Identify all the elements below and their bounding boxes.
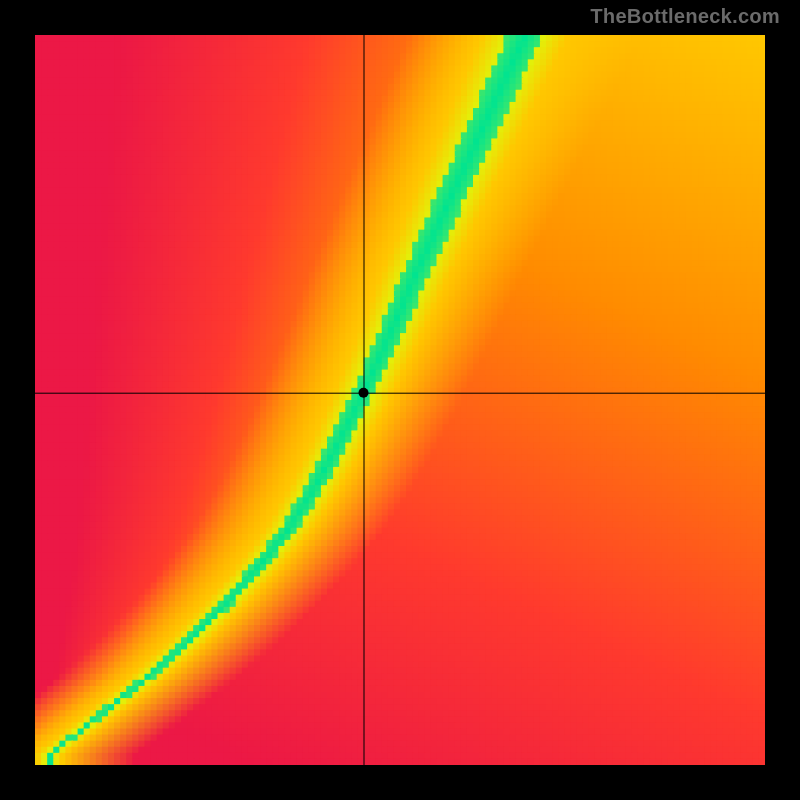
heatmap-canvas [35, 35, 765, 765]
watermark-text: TheBottleneck.com [590, 6, 780, 29]
heatmap-plot-area [35, 35, 765, 765]
chart-container: TheBottleneck.com [0, 0, 800, 800]
